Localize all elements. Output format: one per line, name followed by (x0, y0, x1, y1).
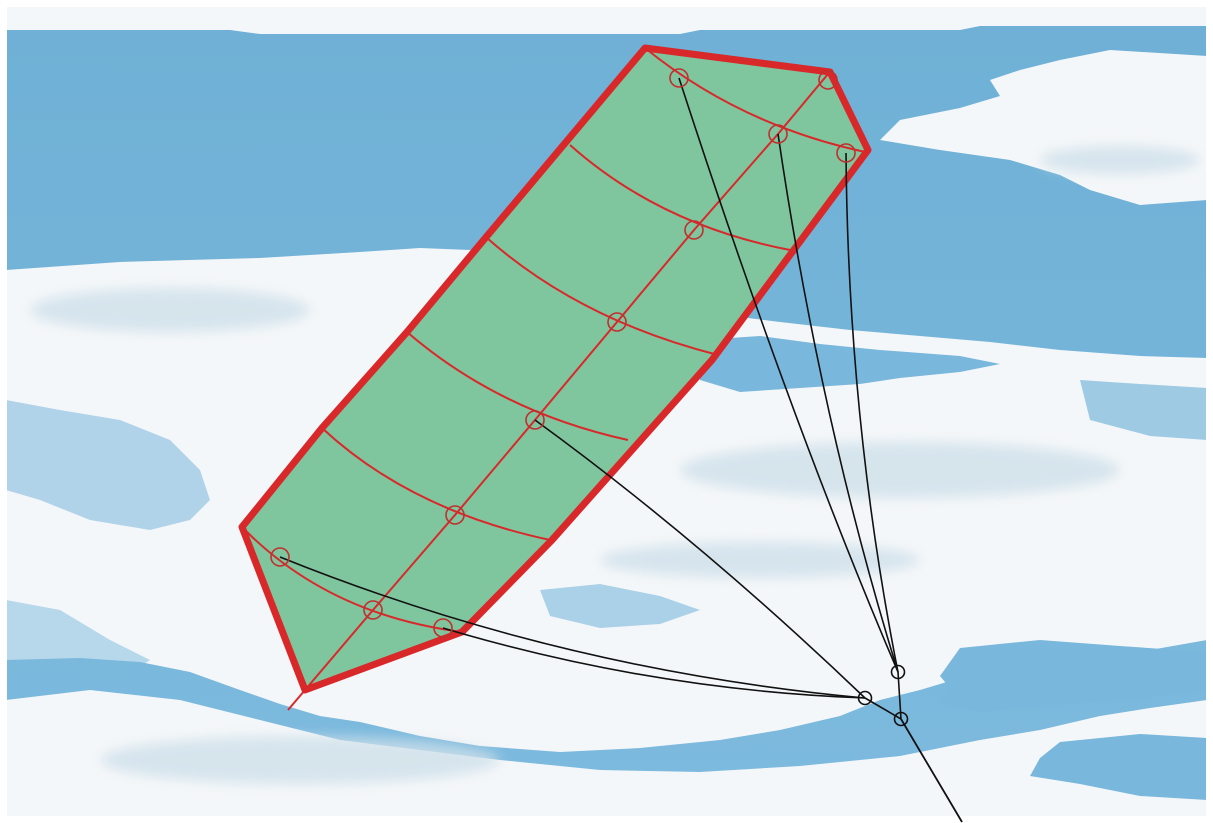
sky-patch-left (6, 400, 210, 530)
cloud-shade-2 (680, 442, 1120, 498)
chordwise-ribs (244, 47, 866, 633)
cloud-lower-band (6, 690, 1207, 817)
rib-6 (244, 529, 463, 633)
node-10 (433, 618, 453, 638)
tether-line (900, 718, 963, 823)
cloud-top-band (6, 6, 1207, 34)
spine-line (287, 73, 829, 711)
sky-patch-lower-mid (540, 584, 700, 628)
cloud-shade-5 (1040, 146, 1200, 174)
node-tether-knot (893, 711, 909, 727)
node-bridle-left (857, 690, 873, 706)
node-9 (363, 600, 383, 620)
rib-2 (569, 144, 791, 251)
node-5 (607, 312, 627, 332)
bridle-lines (279, 77, 902, 720)
bridle-line-d (534, 419, 866, 699)
bridle-link-1 (897, 671, 902, 720)
rib-1 (644, 47, 866, 153)
sky-patch-right (1080, 380, 1207, 440)
rib-3 (486, 237, 719, 356)
node-8 (270, 547, 290, 567)
rib-4 (406, 331, 629, 441)
node-6 (525, 410, 545, 430)
bridle-line-c (845, 152, 899, 673)
attachment-nodes (270, 68, 909, 727)
bridle-line-e (279, 556, 866, 699)
node-le-1 (669, 68, 689, 88)
rib-5 (321, 427, 551, 541)
node-7 (445, 505, 465, 525)
node-2 (768, 124, 788, 144)
bridle-line-b (777, 133, 899, 673)
node-3 (836, 143, 856, 163)
spanwise-spine (287, 73, 829, 711)
sky-patch-bottom-right (1030, 734, 1207, 800)
bridle-line-a (678, 77, 899, 673)
node-bridle-top (890, 664, 906, 680)
node-4 (684, 220, 704, 240)
sky-patch-mid (700, 336, 1000, 392)
cloud-shade-3 (100, 736, 500, 784)
bridle-line-f (442, 627, 866, 699)
cloud-shade-4 (600, 542, 920, 578)
sky-patches (6, 336, 1207, 800)
sky-patch-lower-right (940, 640, 1207, 712)
cloud-shading (30, 146, 1200, 784)
main-tether (900, 718, 963, 823)
image-frame (5, 5, 1208, 818)
sky-patch-lower-left (6, 600, 150, 680)
cloud-shade-1 (30, 288, 310, 332)
node-te-1 (818, 70, 838, 90)
